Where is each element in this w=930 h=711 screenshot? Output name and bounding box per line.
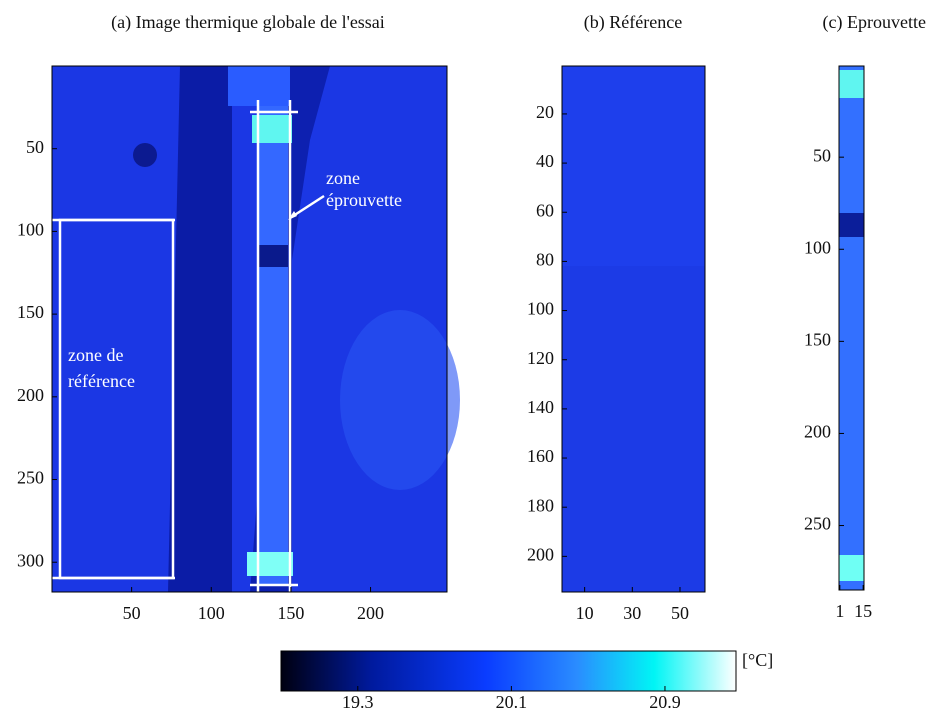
x-tick-label: 30 [623,603,641,623]
x-tick-label: 200 [357,603,384,623]
x-tick-label: 150 [277,603,304,623]
y-tick-label: 50 [813,145,831,165]
y-tick-label: 100 [527,299,554,319]
y-tick-label: 20 [536,102,554,122]
axes-frame [561,65,706,593]
y-tick-label: 80 [536,250,554,270]
colorbar-tick-label: 20.1 [496,692,528,711]
y-tick-label: 100 [17,220,44,240]
colorbar [280,650,737,692]
y-tick-label: 200 [804,422,831,442]
x-tick-label: 15 [854,601,872,621]
annotation: zone [326,168,360,188]
x-tick-label: 100 [198,603,225,623]
annotation: zone de [68,345,123,365]
panel-title: (a) Image thermique globale de l'essai [111,12,385,33]
y-tick-label: 150 [804,329,831,349]
x-tick-label: 50 [123,603,141,623]
thermal-image-b [562,66,705,592]
panel-title: (b) Référence [584,12,682,33]
colorbar-tick-label: 20.9 [649,692,681,711]
colorbar-tick-label: 19.3 [342,692,374,711]
thermal-image-c [839,66,864,590]
y-tick-label: 50 [26,137,44,157]
y-tick-label: 140 [527,397,554,417]
annotation: référence [68,371,135,391]
x-tick-label: 50 [671,603,689,623]
y-tick-label: 160 [527,446,554,466]
y-tick-label: 120 [527,348,554,368]
y-tick-label: 150 [17,302,44,322]
y-tick-label: 200 [17,385,44,405]
panel-title: (c) Eprouvette [823,12,926,33]
x-tick-label: 10 [576,603,594,623]
colorbar-label: [°C] [742,650,773,670]
axes-frame [838,65,865,591]
x-tick-label: 1 [835,601,844,621]
y-tick-label: 100 [804,237,831,257]
y-tick-label: 40 [536,151,554,171]
annotation: éprouvette [326,190,402,210]
axes-frame [51,65,448,593]
y-tick-label: 60 [536,200,554,220]
y-tick-label: 180 [527,495,554,515]
y-tick-label: 200 [527,544,554,564]
y-tick-label: 300 [17,550,44,570]
y-tick-label: 250 [17,468,44,488]
y-tick-label: 250 [804,514,831,534]
thermal-image-a [52,66,460,592]
